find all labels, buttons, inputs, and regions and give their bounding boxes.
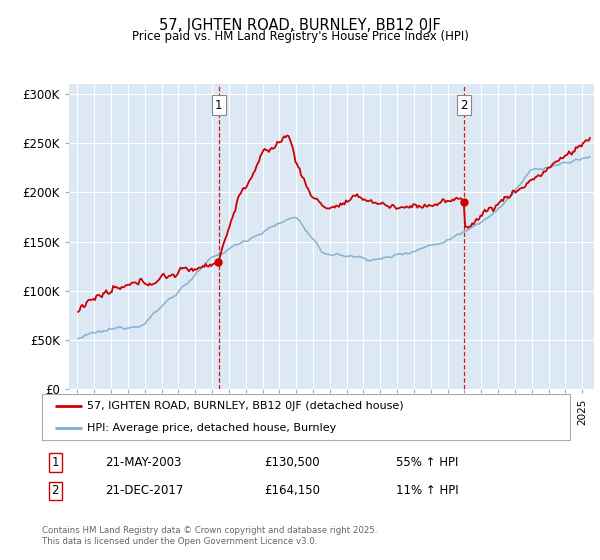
Text: 57, IGHTEN ROAD, BURNLEY, BB12 0JF (detached house): 57, IGHTEN ROAD, BURNLEY, BB12 0JF (deta… xyxy=(87,400,404,410)
Text: 1: 1 xyxy=(52,456,59,469)
Text: HPI: Average price, detached house, Burnley: HPI: Average price, detached house, Burn… xyxy=(87,423,336,433)
Text: 57, IGHTEN ROAD, BURNLEY, BB12 0JF: 57, IGHTEN ROAD, BURNLEY, BB12 0JF xyxy=(159,18,441,33)
Text: £164,150: £164,150 xyxy=(264,484,320,497)
Text: £130,500: £130,500 xyxy=(264,456,319,469)
Text: 21-DEC-2017: 21-DEC-2017 xyxy=(106,484,184,497)
Text: 55% ↑ HPI: 55% ↑ HPI xyxy=(396,456,458,469)
Text: Contains HM Land Registry data © Crown copyright and database right 2025.
This d: Contains HM Land Registry data © Crown c… xyxy=(42,526,377,546)
Text: 1: 1 xyxy=(215,99,223,112)
Text: 2: 2 xyxy=(460,99,467,112)
Text: 11% ↑ HPI: 11% ↑ HPI xyxy=(396,484,458,497)
Text: 2: 2 xyxy=(52,484,59,497)
Text: 21-MAY-2003: 21-MAY-2003 xyxy=(106,456,182,469)
Text: Price paid vs. HM Land Registry's House Price Index (HPI): Price paid vs. HM Land Registry's House … xyxy=(131,30,469,43)
